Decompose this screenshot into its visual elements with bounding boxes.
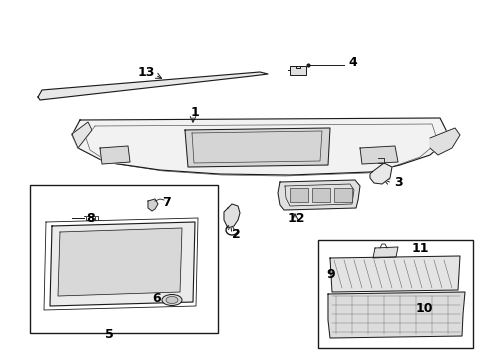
Text: 6: 6 — [152, 292, 160, 305]
Ellipse shape — [162, 294, 182, 306]
Polygon shape — [369, 163, 391, 184]
Polygon shape — [50, 222, 195, 306]
Text: 7: 7 — [162, 195, 170, 208]
Polygon shape — [58, 228, 182, 296]
Text: 11: 11 — [411, 242, 428, 255]
Polygon shape — [327, 292, 464, 338]
Polygon shape — [329, 256, 459, 292]
Bar — [289, 66, 305, 75]
Bar — [333, 188, 351, 202]
Text: 12: 12 — [287, 212, 305, 225]
Polygon shape — [148, 199, 158, 211]
Polygon shape — [372, 247, 397, 258]
Polygon shape — [38, 72, 267, 100]
Bar — [311, 188, 329, 202]
Ellipse shape — [165, 297, 178, 303]
Text: 4: 4 — [347, 55, 356, 68]
Bar — [289, 188, 307, 202]
Polygon shape — [72, 118, 449, 175]
Polygon shape — [100, 146, 130, 164]
Bar — [30, 185, 218, 333]
Text: 5: 5 — [104, 328, 113, 342]
Polygon shape — [184, 128, 329, 167]
Text: 9: 9 — [325, 267, 334, 280]
Text: 13: 13 — [138, 66, 155, 78]
Text: 1: 1 — [190, 105, 199, 118]
Polygon shape — [72, 122, 92, 148]
Text: 10: 10 — [415, 302, 433, 315]
Text: 8: 8 — [86, 212, 95, 225]
Polygon shape — [224, 204, 240, 228]
Text: 3: 3 — [393, 176, 402, 189]
Polygon shape — [278, 180, 359, 210]
Text: 2: 2 — [231, 228, 240, 240]
Polygon shape — [429, 128, 459, 155]
Bar — [317, 240, 472, 348]
Polygon shape — [359, 146, 397, 164]
